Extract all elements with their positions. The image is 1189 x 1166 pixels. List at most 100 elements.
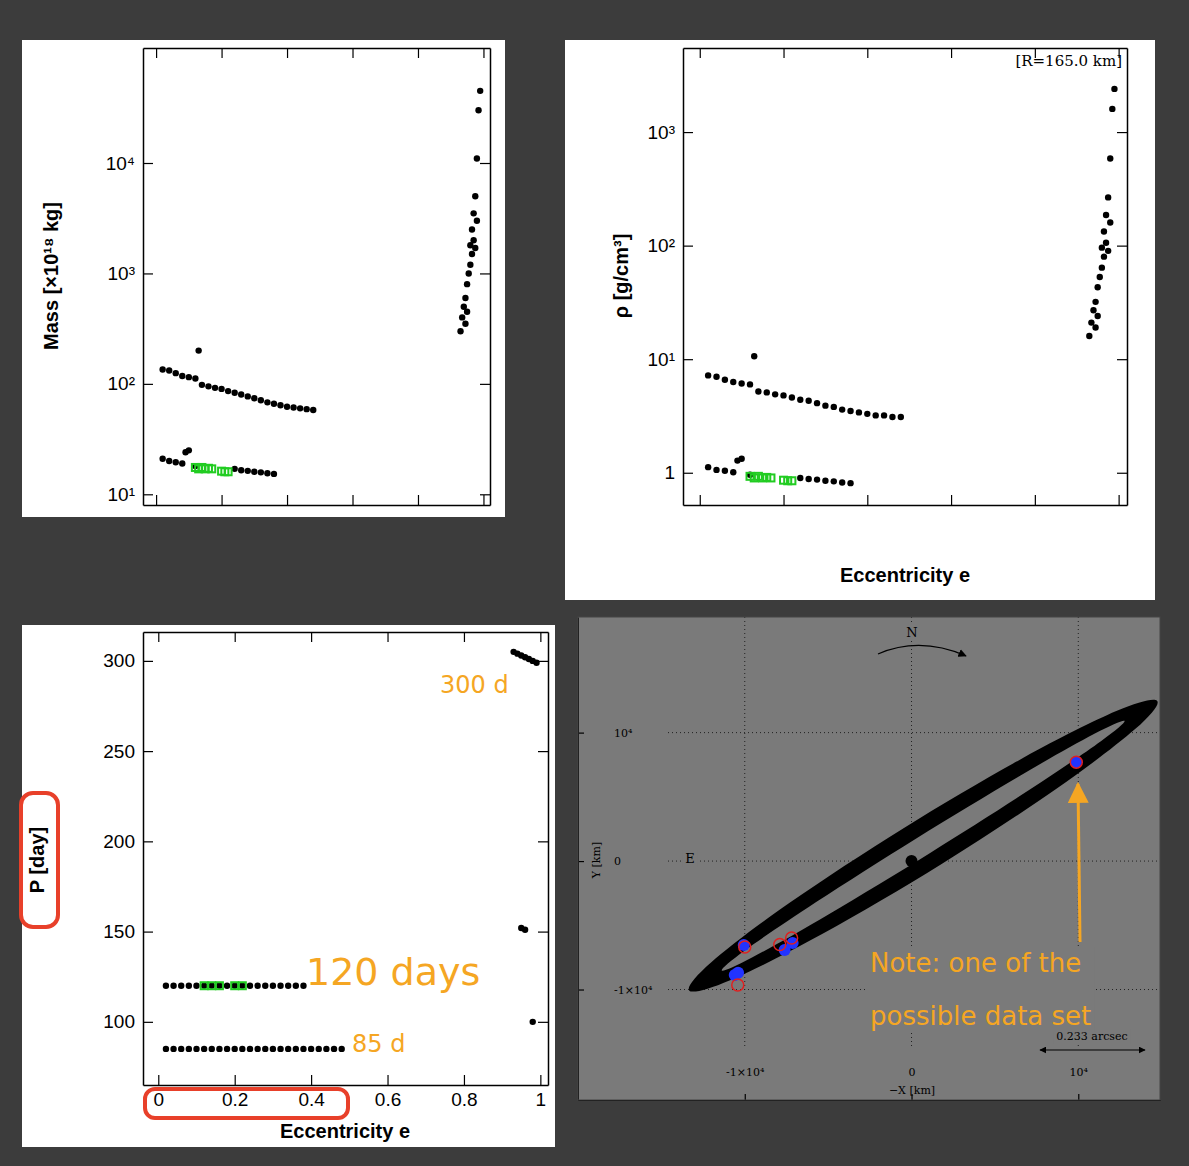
tick [867,495,868,505]
point [258,397,264,403]
point [1092,324,1098,330]
axis-line [490,49,492,506]
point [310,407,316,413]
point [285,983,291,989]
point [186,983,192,989]
point [247,1046,253,1052]
point [193,1046,199,1052]
point [713,374,719,380]
point [1092,299,1098,305]
point [898,414,904,420]
point [195,347,201,353]
point [277,1046,283,1052]
tick: 10⁴ [1070,1066,1089,1100]
axis-line [144,48,491,50]
point [767,474,774,481]
tick [158,632,159,642]
point [786,932,798,944]
note-arrow [1078,784,1080,942]
point [730,469,736,475]
annotation: 85 d [352,1030,405,1058]
tick-mark [480,384,490,385]
tick-label: 10¹ [108,484,135,505]
point [290,404,296,410]
point [477,88,483,94]
axis: 100150200250300 [103,633,153,1086]
point [293,983,299,989]
tick [388,632,389,642]
axis [538,633,549,1086]
point [218,386,224,392]
tick-mark [352,495,353,505]
slide: 10¹10²10³10⁴Mass [×10¹⁸ kg]110¹10²10³ρ [… [0,0,1189,1166]
tick [353,495,354,505]
tick-label: 1 [664,462,675,483]
tick-mark [387,632,388,642]
point [285,1046,291,1052]
point [1070,756,1082,768]
annotation: E [685,851,695,866]
tick-label: 0 [153,1089,164,1110]
tick [784,48,785,58]
point [186,1046,192,1052]
point [308,1046,314,1052]
axis: -1×10⁴010⁴ [578,618,653,1101]
tick-mark [143,163,153,164]
tick-label: 0.8 [451,1089,477,1110]
axis-line [144,1085,549,1087]
tick: 10³ [648,122,693,143]
point [797,396,803,402]
point [1094,313,1100,319]
axis [684,495,1128,506]
tick-mark [867,48,868,58]
tick [480,273,490,274]
tick: 10⁴ [106,153,153,174]
point [856,409,862,415]
tick-label: -1×10⁴ [614,984,653,997]
tick-mark [951,48,952,58]
point [271,401,277,407]
point [732,967,744,979]
axis-title: −X [km] [889,1084,935,1097]
tick [784,495,785,505]
tick: -1×10⁴ [726,1066,765,1100]
tick-mark [221,495,222,505]
scale-bar [1040,1050,1145,1051]
point [271,471,277,477]
tick [353,48,354,58]
tick-mark [745,1094,746,1100]
tick-mark [158,632,159,642]
point [163,983,169,989]
point [264,399,270,405]
point [225,388,231,394]
tick [538,932,548,933]
tick-mark [483,48,484,58]
axis [144,495,491,506]
point [457,328,463,334]
point [1086,333,1092,339]
point [847,480,853,486]
tick [156,495,157,505]
axis-title: Eccentricity e [280,1120,410,1142]
tick: 0.2 [222,1075,248,1110]
highlight-box [21,793,58,927]
point [1107,219,1113,225]
point [1105,194,1111,200]
tick-mark [578,733,584,734]
tick-mark [578,861,584,862]
tick [287,48,288,58]
tick-mark [418,48,419,58]
point [231,982,238,989]
point [239,983,245,989]
axis: 10¹10²10³10⁴ [106,49,153,506]
tick-mark [867,495,868,505]
tick-mark [1117,246,1127,247]
orbit-area [722,721,1125,971]
series [906,855,918,867]
point [530,1019,536,1025]
annotation: 300 d [440,671,509,699]
point [245,468,251,474]
point [173,459,179,465]
point [262,1046,268,1052]
tick-mark [387,1075,388,1085]
